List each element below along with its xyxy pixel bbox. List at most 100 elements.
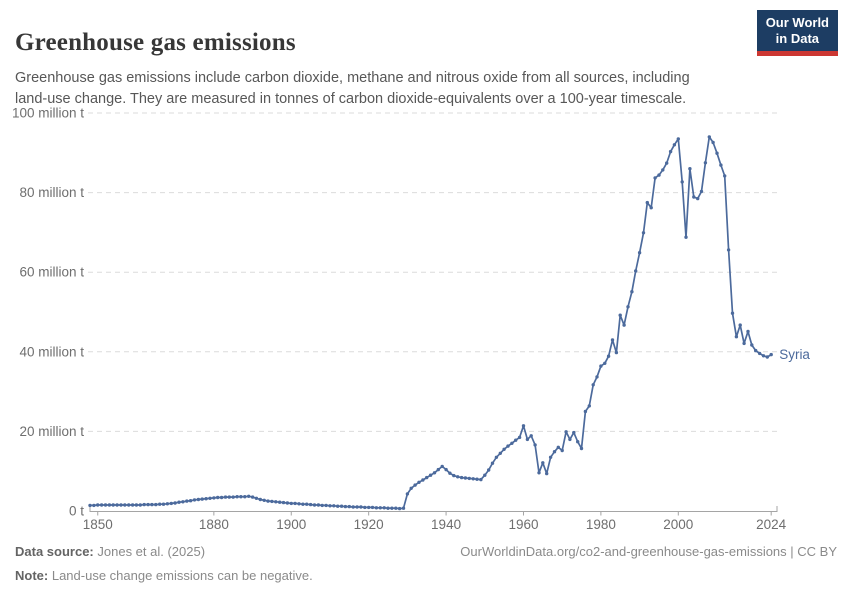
data-point[interactable]: [487, 468, 491, 472]
data-point[interactable]: [150, 502, 154, 507]
data-point[interactable]: [243, 495, 247, 499]
data-point[interactable]: [502, 447, 506, 451]
data-point[interactable]: [614, 350, 619, 355]
data-point[interactable]: [405, 492, 410, 496]
data-point[interactable]: [591, 383, 595, 387]
data-point[interactable]: [96, 503, 100, 507]
data-point[interactable]: [181, 500, 185, 504]
data-point[interactable]: [428, 473, 433, 477]
data-point[interactable]: [107, 503, 112, 507]
data-point[interactable]: [692, 195, 696, 199]
data-point[interactable]: [374, 506, 379, 510]
data-point[interactable]: [308, 502, 313, 507]
data-point[interactable]: [239, 495, 243, 499]
owid-logo[interactable]: Our World in Data: [756, 10, 838, 56]
data-point[interactable]: [626, 305, 630, 309]
data-point[interactable]: [185, 499, 189, 503]
data-point[interactable]: [127, 503, 131, 507]
data-point[interactable]: [490, 461, 495, 465]
data-point[interactable]: [413, 483, 417, 487]
data-point[interactable]: [537, 471, 541, 475]
data-point[interactable]: [603, 361, 607, 365]
data-point[interactable]: [297, 502, 301, 506]
data-point[interactable]: [525, 437, 530, 442]
data-point[interactable]: [293, 501, 297, 506]
syria-line-series[interactable]: [88, 135, 773, 511]
data-point[interactable]: [378, 506, 382, 510]
data-point[interactable]: [769, 352, 773, 357]
data-point[interactable]: [289, 501, 293, 506]
data-point[interactable]: [765, 355, 769, 359]
data-point[interactable]: [726, 248, 731, 252]
data-point[interactable]: [583, 409, 588, 414]
data-point[interactable]: [572, 430, 576, 435]
data-point[interactable]: [521, 424, 526, 428]
data-point[interactable]: [610, 338, 615, 342]
data-point[interactable]: [254, 496, 259, 500]
data-point[interactable]: [219, 495, 224, 500]
data-point[interactable]: [560, 448, 564, 453]
data-point[interactable]: [533, 443, 537, 447]
data-point[interactable]: [359, 505, 363, 509]
data-point[interactable]: [711, 140, 715, 145]
data-point[interactable]: [328, 504, 332, 508]
data-point[interactable]: [208, 496, 212, 500]
data-point[interactable]: [459, 475, 464, 480]
data-point[interactable]: [382, 506, 386, 510]
data-point[interactable]: [227, 495, 231, 499]
data-point[interactable]: [606, 354, 611, 358]
data-point[interactable]: [154, 502, 158, 507]
data-point[interactable]: [401, 506, 406, 510]
data-point[interactable]: [754, 348, 758, 353]
data-point[interactable]: [506, 444, 510, 448]
data-point[interactable]: [324, 503, 328, 508]
data-point[interactable]: [564, 430, 568, 434]
data-point[interactable]: [367, 505, 371, 510]
data-point[interactable]: [653, 176, 657, 180]
data-point[interactable]: [436, 467, 440, 472]
data-point[interactable]: [510, 441, 514, 445]
data-point[interactable]: [312, 503, 317, 507]
data-point[interactable]: [188, 499, 193, 503]
data-point[interactable]: [471, 477, 475, 481]
data-point[interactable]: [173, 501, 177, 505]
data-point[interactable]: [668, 149, 673, 154]
data-point[interactable]: [161, 502, 166, 506]
data-point[interactable]: [723, 174, 727, 178]
data-point[interactable]: [247, 494, 251, 498]
data-point[interactable]: [761, 354, 766, 358]
data-point[interactable]: [274, 500, 278, 504]
data-point[interactable]: [111, 503, 115, 507]
data-point[interactable]: [123, 503, 127, 507]
data-point[interactable]: [634, 269, 638, 273]
data-point[interactable]: [715, 151, 719, 155]
data-point[interactable]: [146, 502, 150, 507]
data-point[interactable]: [134, 503, 139, 507]
data-point[interactable]: [421, 478, 425, 482]
data-point[interactable]: [641, 231, 646, 235]
data-point[interactable]: [618, 313, 622, 317]
data-point[interactable]: [483, 473, 487, 477]
data-point[interactable]: [587, 404, 591, 408]
data-point[interactable]: [657, 173, 661, 177]
data-point[interactable]: [552, 450, 557, 454]
data-point[interactable]: [444, 467, 448, 472]
data-point[interactable]: [119, 503, 123, 507]
data-point[interactable]: [99, 503, 104, 507]
data-point[interactable]: [467, 476, 471, 481]
data-point[interactable]: [730, 311, 735, 315]
data-point[interactable]: [363, 505, 367, 510]
data-point[interactable]: [742, 341, 746, 346]
data-point[interactable]: [351, 505, 355, 509]
data-point[interactable]: [645, 200, 649, 205]
data-point[interactable]: [494, 455, 499, 459]
data-point[interactable]: [278, 500, 282, 504]
data-point[interactable]: [637, 251, 642, 255]
data-point[interactable]: [250, 495, 255, 499]
data-point[interactable]: [88, 503, 92, 508]
data-point[interactable]: [192, 498, 197, 502]
data-point[interactable]: [409, 486, 413, 490]
data-point[interactable]: [734, 335, 739, 339]
owid-citation-link[interactable]: OurWorldinData.org/co2-and-greenhouse-ga…: [460, 544, 837, 559]
data-point[interactable]: [517, 435, 522, 440]
